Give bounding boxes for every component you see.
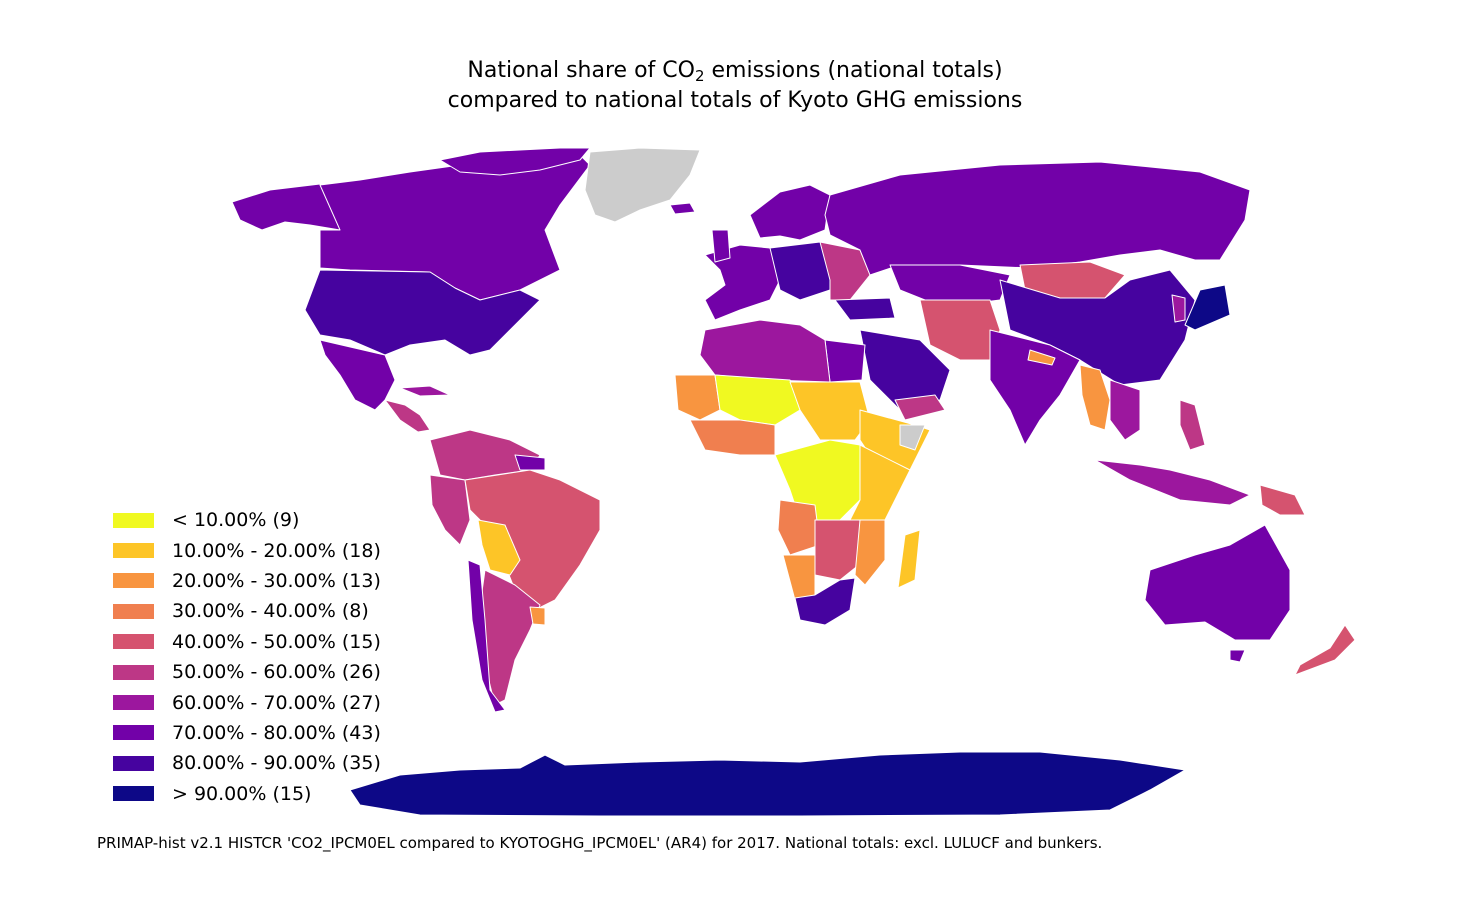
region-central-africa bbox=[774, 439, 861, 521]
region-myanmar-thailand bbox=[1079, 364, 1111, 431]
region-mali-niger bbox=[714, 374, 801, 426]
region-guianas bbox=[514, 454, 546, 471]
map-title-line2: compared to national totals of Kyoto GHG… bbox=[447, 88, 1023, 113]
legend-label: < 10.00% (9) bbox=[172, 509, 300, 532]
region-south-africa bbox=[794, 577, 856, 626]
legend-swatch bbox=[113, 695, 154, 711]
region-cuba bbox=[399, 385, 451, 397]
region-india bbox=[989, 329, 1081, 446]
map-title: National share of CO2 emissions (nationa… bbox=[0, 56, 1470, 116]
region-alaska bbox=[231, 183, 346, 231]
legend-item: 40.00% - 50.00% (15) bbox=[113, 627, 381, 657]
region-somalia bbox=[899, 424, 926, 451]
legend-item: < 10.00% (9) bbox=[113, 505, 381, 535]
region-tasmania bbox=[1229, 649, 1246, 663]
source-footnote: PRIMAP-hist v2.1 HISTCR 'CO2_IPCM0EL com… bbox=[97, 834, 1103, 852]
region-yemen bbox=[894, 394, 946, 421]
legend-label: > 90.00% (15) bbox=[172, 782, 312, 805]
region-new-zealand bbox=[1294, 624, 1356, 676]
region-mozambique bbox=[854, 519, 886, 586]
region-japan bbox=[1184, 284, 1231, 331]
legend-label: 60.00% - 70.00% (27) bbox=[172, 691, 381, 714]
region-namibia bbox=[782, 554, 816, 601]
region-central-asia bbox=[889, 264, 1011, 306]
region-uk bbox=[711, 229, 731, 263]
legend-swatch bbox=[113, 543, 154, 559]
map-legend: < 10.00% (9) 10.00% - 20.00% (18) 20.00% -… bbox=[113, 505, 381, 809]
region-australia bbox=[1144, 524, 1291, 641]
legend-swatch bbox=[113, 573, 154, 589]
region-angola bbox=[777, 499, 821, 556]
region-philippines bbox=[1179, 399, 1206, 451]
region-canada-islands bbox=[439, 147, 591, 176]
legend-item: 70.00% - 80.00% (43) bbox=[113, 718, 381, 748]
region-iran-afghan bbox=[919, 299, 1001, 361]
region-iceland bbox=[669, 202, 696, 215]
region-nepal bbox=[1027, 349, 1056, 366]
region-indochina bbox=[1109, 379, 1141, 441]
region-zambia-zim bbox=[814, 519, 866, 581]
region-chile bbox=[467, 559, 506, 713]
region-bolivia-paraguay bbox=[477, 519, 521, 576]
legend-swatch bbox=[113, 512, 154, 528]
region-saudi bbox=[859, 329, 951, 411]
region-indonesia bbox=[1094, 459, 1251, 506]
region-peru-ecuador bbox=[429, 474, 471, 546]
legend-item: 60.00% - 70.00% (27) bbox=[113, 687, 381, 717]
legend-label: 30.00% - 40.00% (8) bbox=[172, 600, 369, 623]
region-antarctica bbox=[349, 751, 1186, 817]
legend-item: 20.00% - 30.00% (13) bbox=[113, 566, 381, 596]
region-uruguay bbox=[529, 606, 546, 626]
region-russia bbox=[824, 161, 1251, 276]
region-sudan-chad bbox=[789, 381, 871, 441]
legend-swatch bbox=[113, 664, 154, 680]
region-egypt bbox=[824, 339, 866, 383]
legend-label: 20.00% - 30.00% (13) bbox=[172, 569, 381, 592]
region-west-sahel bbox=[674, 374, 721, 421]
legend-label: 70.00% - 80.00% (43) bbox=[172, 721, 381, 744]
legend-swatch bbox=[113, 786, 154, 802]
legend-swatch bbox=[113, 603, 154, 619]
legend-item: > 90.00% (15) bbox=[113, 779, 381, 809]
legend-swatch bbox=[113, 634, 154, 650]
region-turkey bbox=[834, 297, 896, 321]
region-mexico bbox=[319, 339, 396, 411]
map-title-line1: National share of CO2 emissions (nationa… bbox=[467, 58, 1003, 85]
region-greenland bbox=[584, 147, 701, 223]
region-scandinavia bbox=[749, 184, 831, 241]
legend-label: 50.00% - 60.00% (26) bbox=[172, 661, 381, 684]
region-maghreb bbox=[699, 319, 831, 383]
region-western-europe bbox=[704, 244, 786, 321]
legend-label: 10.00% - 20.00% (18) bbox=[172, 539, 381, 562]
region-usa bbox=[304, 269, 541, 356]
legend-swatch bbox=[113, 725, 154, 741]
legend-item: 80.00% - 90.00% (35) bbox=[113, 748, 381, 778]
legend-label: 80.00% - 90.00% (35) bbox=[172, 752, 381, 775]
legend-item: 10.00% - 20.00% (18) bbox=[113, 535, 381, 565]
legend-label: 40.00% - 50.00% (15) bbox=[172, 630, 381, 653]
legend-item: 30.00% - 40.00% (8) bbox=[113, 596, 381, 626]
legend-swatch bbox=[113, 755, 154, 771]
region-png bbox=[1259, 484, 1306, 516]
region-korea bbox=[1171, 294, 1186, 323]
region-madagascar bbox=[897, 529, 921, 589]
region-west-africa-coast bbox=[689, 419, 776, 456]
region-central-america bbox=[384, 399, 431, 433]
legend-item: 50.00% - 60.00% (26) bbox=[113, 657, 381, 687]
